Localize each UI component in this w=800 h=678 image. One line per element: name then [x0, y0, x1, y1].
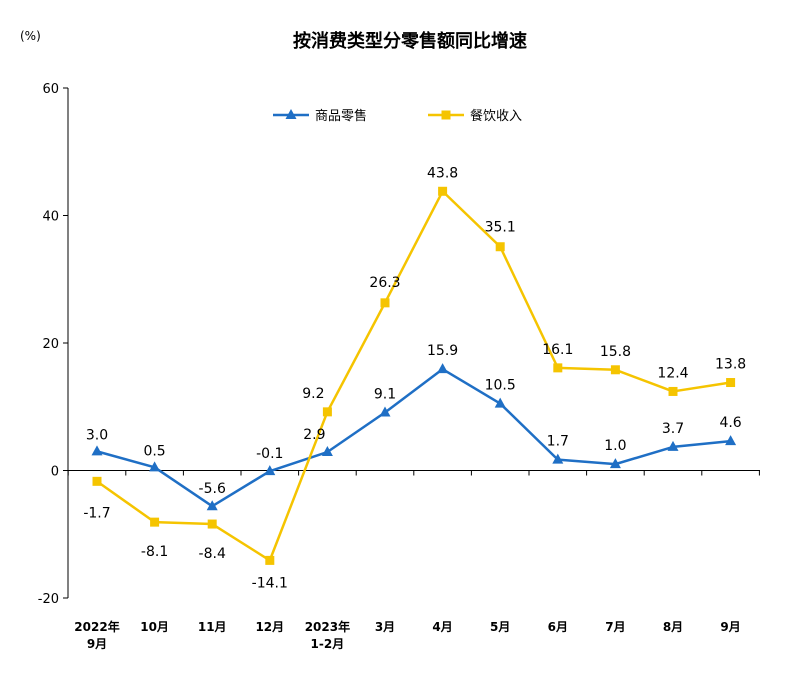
data-label: -14.1: [252, 575, 288, 591]
data-point: [725, 435, 737, 446]
series-2: [92, 186, 736, 565]
data-point: [150, 517, 160, 527]
data-label: -0.1: [256, 446, 283, 462]
data-point: [322, 407, 332, 417]
axes: -20 0 20 40 60 2022年 9月 10月 11月 12月 2023年 1-2月 3月 4月 5…: [38, 82, 760, 651]
x-tick-label: 12月: [255, 620, 284, 634]
series-1: [91, 363, 737, 511]
data-label: -1.7: [83, 505, 110, 521]
data-label: 10.5: [485, 378, 516, 394]
data-label: 13.8: [715, 357, 746, 373]
x-tick-label: 7月: [605, 620, 625, 634]
x-tick-label: 2022年: [74, 619, 119, 634]
x-tick-label: 3月: [375, 620, 395, 634]
data-point: [495, 242, 505, 252]
data-point: [494, 397, 506, 408]
data-label: 43.8: [427, 165, 458, 181]
data-label: 1.0: [604, 438, 626, 454]
series-line: [96, 367, 731, 508]
data-point: [552, 453, 564, 464]
data-label: 3.7: [662, 421, 684, 437]
data-point: [553, 363, 563, 373]
legend-item-1: 商品零售: [273, 108, 367, 124]
data-label: -8.1: [141, 544, 168, 560]
y-tick-label: 0: [51, 465, 59, 480]
legend-marker: [441, 110, 451, 120]
x-tick-label: 9月: [720, 620, 740, 634]
data-label: 16.1: [542, 342, 573, 358]
data-point: [379, 406, 391, 417]
x-tick-label: 10月: [140, 620, 169, 634]
data-label: 4.6: [719, 415, 741, 431]
data-label: -5.6: [199, 481, 226, 497]
x-tick-label: 1-2月: [311, 637, 345, 651]
data-label: 1.7: [547, 434, 569, 450]
data-label: 2.9: [303, 427, 325, 443]
data-point: [438, 186, 448, 196]
data-point: [667, 440, 679, 451]
data-label: 15.8: [600, 344, 631, 360]
x-tick-label: 6月: [548, 620, 568, 634]
data-point: [610, 365, 620, 375]
data-label: 35.1: [485, 220, 516, 236]
y-tick-label: 20: [42, 337, 59, 352]
data-point: [321, 446, 333, 457]
x-tick-label: 9月: [87, 637, 107, 651]
data-label: 12.4: [657, 365, 688, 381]
x-tick-label: 2023年: [305, 619, 350, 634]
data-point: [726, 378, 736, 388]
x-tick-label: 5月: [490, 620, 510, 634]
chart-title: 按消费类型分零售额同比增速: [293, 30, 527, 52]
y-unit-label: (%): [20, 29, 41, 43]
data-point: [264, 465, 276, 476]
y-tick-label: 40: [42, 210, 59, 225]
data-label: 3.0: [86, 427, 108, 443]
x-tick-label: 11月: [198, 620, 227, 634]
legend-label: 商品零售: [315, 108, 367, 124]
y-tick-label: 60: [42, 82, 59, 97]
series-line: [96, 190, 731, 562]
data-point: [265, 555, 275, 565]
legend-label: 餐饮收入: [470, 108, 522, 124]
legend: 商品零售 餐饮收入: [273, 108, 522, 124]
x-tick-label: 4月: [432, 620, 452, 634]
data-point: [609, 458, 621, 469]
data-point: [437, 363, 449, 374]
legend-marker: [285, 109, 297, 119]
data-point: [92, 476, 102, 486]
data-label: -8.4: [199, 546, 226, 562]
y-tick-label: -20: [38, 592, 59, 607]
data-point: [207, 519, 217, 529]
data-point: [668, 386, 678, 396]
data-label: 9.1: [374, 386, 396, 402]
data-point: [149, 461, 161, 472]
data-label: 26.3: [369, 275, 400, 291]
data-point: [380, 298, 390, 308]
data-point: [91, 445, 103, 456]
legend-item-2: 餐饮收入: [428, 108, 522, 124]
data-label: 0.5: [143, 443, 165, 459]
data-label: 15.9: [427, 343, 458, 359]
series-layer: 3.0 0.5 -5.6 -0.1 2.9 9.1 15.9 10.5 1.7 1.0 3.7 4.6…: [83, 165, 746, 591]
data-label: 9.2: [302, 386, 324, 402]
data-labels: 3.0 0.5 -5.6 -0.1 2.9 9.1 15.9 10.5 1.7 1.0 3.7 4.6…: [83, 165, 746, 591]
data-point: [206, 500, 218, 511]
x-tick-label: 8月: [663, 620, 683, 634]
